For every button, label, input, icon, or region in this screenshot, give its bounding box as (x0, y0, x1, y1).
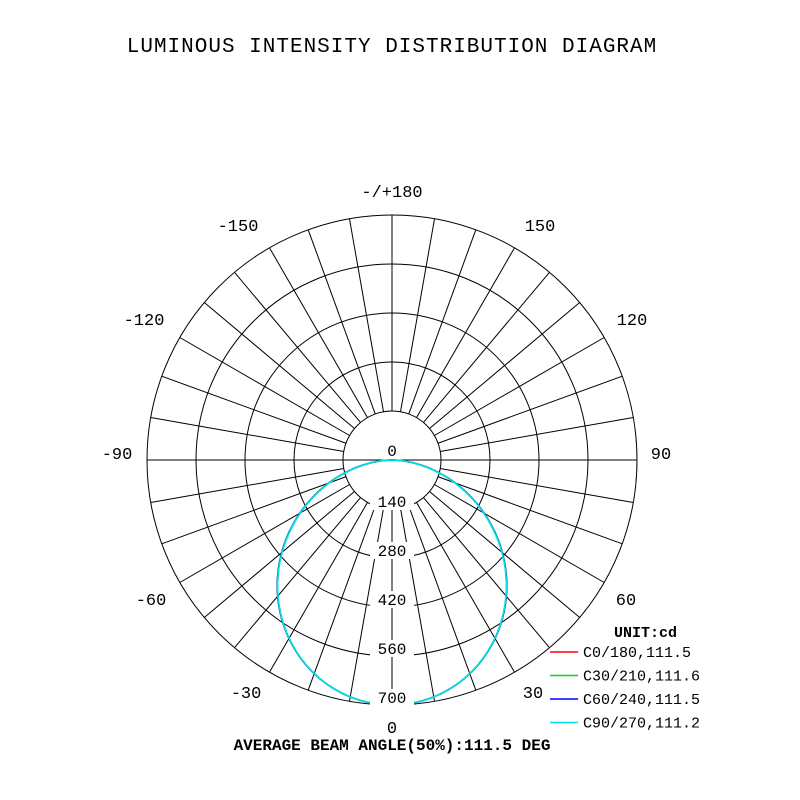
angle-label-2: -150 (218, 218, 259, 237)
angle-label-3: 120 (617, 312, 648, 331)
grid-spoke-330 (269, 502, 368, 673)
average-beam-angle: AVERAGE BEAM ANGLE(50%):111.5 DEG (234, 737, 551, 755)
grid-spoke-140 (423, 271, 550, 423)
grid-spoke-290 (161, 476, 347, 545)
legend-label-2: C60/240,111.5 (583, 692, 700, 709)
legend-label-1: C30/210,111.6 (583, 669, 700, 686)
grid-spoke-150 (416, 247, 515, 418)
radial-tick-0: 0 (387, 443, 397, 461)
angle-label-4: -120 (124, 312, 165, 331)
angle-labels: -/+180 150 -150 120 -120 90 -90 60 -60 30 -30 0 (102, 184, 672, 739)
angle-label-0: -/+180 (361, 184, 422, 203)
grid-spoke-220 (234, 271, 361, 423)
grid-spoke-250 (161, 375, 347, 444)
grid-spoke-40 (423, 497, 550, 649)
grid-spoke-170 (400, 218, 436, 412)
grid-spoke-120 (434, 337, 605, 436)
legend-label-3: C90/270,111.2 (583, 716, 700, 733)
radial-tick-bg-5 (370, 689, 414, 706)
radial-tick-labels: 0 140 280 420 560 700 (370, 443, 414, 708)
grid-spoke-160 (408, 229, 477, 415)
grid-spoke-240 (179, 337, 350, 436)
grid-spoke-340 (307, 505, 376, 691)
angle-label-9: 30 (523, 685, 543, 704)
grid-spoke-320 (234, 497, 361, 649)
angle-label-5: 90 (651, 446, 671, 465)
radial-tick-2: 280 (378, 543, 407, 561)
legend: UNIT:cd C0/180,111.5 C30/210,111.6 C60/240… (550, 625, 700, 733)
grid-spoke-190 (348, 218, 384, 412)
grid-spoke-110 (437, 375, 623, 444)
angle-label-6: -90 (102, 446, 133, 465)
grid-spoke-300 (179, 484, 350, 583)
radial-tick-1: 140 (378, 494, 407, 512)
legend-label-0: C0/180,111.5 (583, 645, 691, 662)
grid-spoke-200 (307, 229, 376, 415)
grid-spoke-260 (150, 416, 344, 452)
grid-spoke-210 (269, 247, 368, 418)
grid-spoke-10 (400, 508, 436, 702)
grid-spoke-50 (429, 491, 581, 618)
unit-label: UNIT:cd (614, 625, 677, 642)
grid-spoke-70 (437, 476, 623, 545)
grid-spoke-100 (440, 416, 634, 452)
grid-spoke-20 (408, 505, 477, 691)
angle-label-11: 0 (387, 720, 397, 739)
grid-spoke-30 (416, 502, 515, 673)
angle-label-1: 150 (525, 218, 556, 237)
radial-tick-4: 560 (378, 641, 407, 659)
grid-spoke-280 (150, 468, 344, 504)
angle-label-7: 60 (616, 592, 636, 611)
grid-spoke-230 (203, 302, 355, 429)
grid-spoke-130 (429, 302, 581, 429)
grid-spoke-310 (203, 491, 355, 618)
radial-tick-bg-4 (370, 640, 414, 657)
radial-tick-bg-2 (370, 542, 414, 559)
radial-tick-bg-3 (370, 591, 414, 608)
grid-spoke-60 (434, 484, 605, 583)
chart-title: LUMINOUS INTENSITY DISTRIBUTION DIAGRAM (127, 36, 657, 59)
angle-label-10: -30 (231, 685, 262, 704)
grid-spoke-350 (348, 508, 384, 702)
radial-tick-3: 420 (378, 592, 407, 610)
radial-tick-bg-1 (370, 493, 414, 510)
radial-tick-5: 700 (378, 690, 407, 708)
grid-spoke-80 (440, 468, 634, 504)
angle-label-8: -60 (136, 592, 167, 611)
